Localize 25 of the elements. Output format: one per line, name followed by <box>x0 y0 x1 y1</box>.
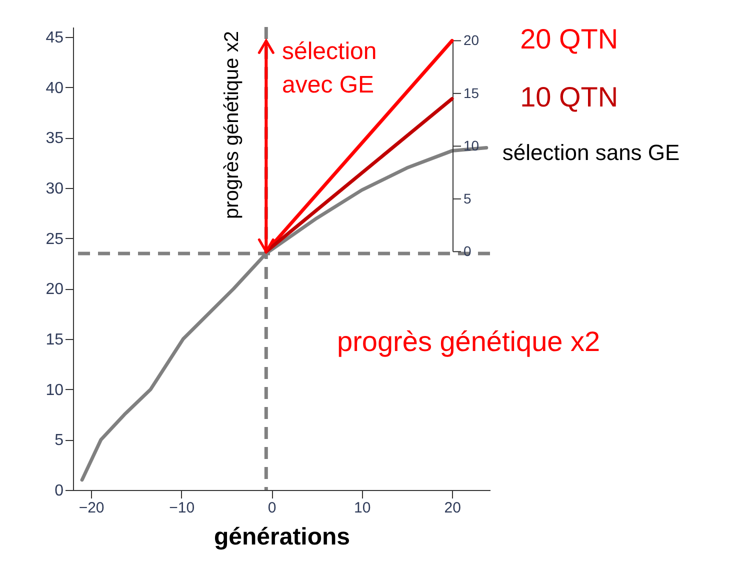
annotation: progrès génétique x2 <box>221 31 243 219</box>
y-tick-label: 20 <box>46 281 64 298</box>
x-tick-label: −10 <box>169 500 195 516</box>
y-tick-label: 45 <box>46 30 64 47</box>
series-label: sélection sans GE <box>502 140 680 165</box>
y2-tick-label: 5 <box>464 190 472 206</box>
text: 20 QTN <box>520 24 618 55</box>
y2-tick-label: 15 <box>464 84 480 101</box>
y-tick-label: 15 <box>46 332 64 349</box>
y-tick-label: 25 <box>46 230 64 248</box>
x-tick-label: 0 <box>268 500 276 516</box>
x-tick-label: 10 <box>354 500 371 516</box>
annotation: sélection avec GE <box>282 38 377 99</box>
x-axis-title: générations <box>214 524 350 550</box>
x-tick-label: 20 <box>444 500 461 516</box>
y-tick-label: 0 <box>54 482 64 500</box>
x-tick-label: −20 <box>78 500 104 516</box>
y-tick-label: 30 <box>46 180 64 198</box>
y-tick-label: 40 <box>46 80 64 97</box>
y-tick-label: 10 <box>46 382 64 399</box>
y-tick-label: 35 <box>46 130 64 148</box>
text: 10 QTN <box>520 82 618 113</box>
annotation: progrès génétique x2 <box>337 326 600 357</box>
y-tick-label: 5 <box>54 432 64 450</box>
y2-tick-label: 20 <box>464 32 480 48</box>
